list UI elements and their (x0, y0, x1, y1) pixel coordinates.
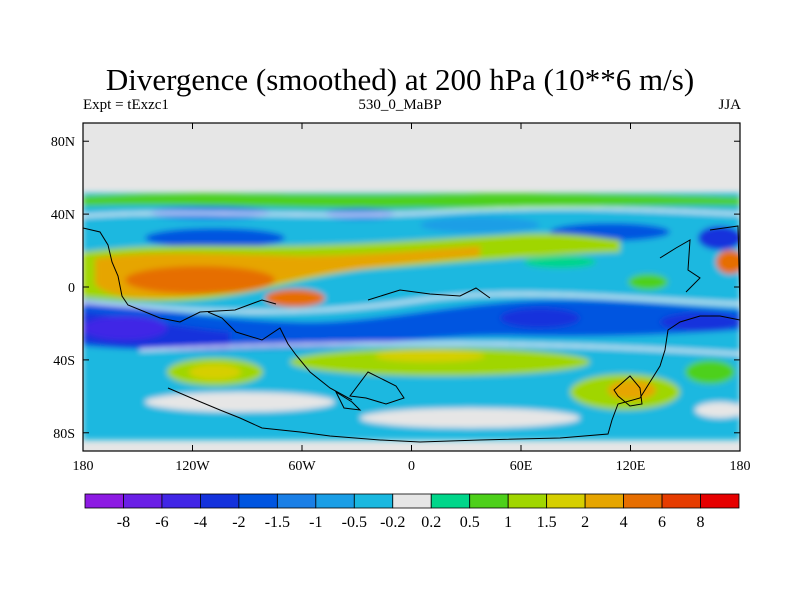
field-blob (524, 256, 596, 268)
colorbar-label: -0.2 (380, 514, 405, 531)
colorbar-label: 0.5 (460, 514, 480, 531)
colorbar-swatch (584, 493, 624, 509)
coastline-segment (379, 381, 651, 443)
field-blob (698, 226, 740, 250)
colorbar-label: 0.2 (421, 514, 441, 531)
y-tick-label: 0 (68, 281, 75, 296)
colorbar-swatch (161, 493, 201, 509)
colorbar-swatch (661, 493, 701, 509)
coastline-segment (367, 287, 491, 301)
field-blob (220, 422, 380, 438)
field-blob (375, 350, 485, 362)
y-tick-label: 80N (51, 135, 75, 150)
colorbar-swatch (392, 493, 432, 509)
coastline-segment (709, 225, 740, 311)
colorbar-swatch (84, 493, 124, 509)
coastline-segment (659, 239, 701, 293)
field-blob (500, 308, 580, 328)
y-tick-label: 40N (51, 208, 75, 223)
field-blob (685, 360, 735, 384)
field-blob (145, 228, 285, 248)
colorbar-swatch (546, 493, 586, 509)
field-gap (360, 408, 580, 428)
x-tick-label: 60E (510, 459, 533, 474)
divergence-field (83, 193, 740, 440)
x-tick-label: 0 (408, 459, 415, 474)
colorbar-label: -8 (117, 514, 130, 531)
colorbar-label: -2 (232, 514, 245, 531)
colorbar-label: 6 (658, 514, 666, 531)
colorbar-label: 2 (581, 514, 589, 531)
field-blob (716, 250, 740, 274)
field-contour (83, 292, 740, 313)
colorbar-swatch (315, 493, 355, 509)
colorbar-swatch (623, 493, 663, 509)
field-contour (83, 207, 740, 217)
coastline-segment (613, 375, 643, 407)
coastline-segment (207, 311, 353, 401)
field-blob (628, 274, 668, 290)
experiment-label: Expt = tExzc1 (83, 97, 169, 113)
colorbar-label: -4 (194, 514, 207, 531)
field-south-band (83, 300, 740, 350)
y-tick-label: 40S (53, 354, 75, 369)
x-tick-label: 120W (175, 459, 210, 474)
colorbar-swatch (353, 493, 394, 509)
colorbar-swatch (700, 493, 740, 509)
field-blob (83, 316, 167, 340)
colorbar-label: -0.5 (342, 514, 367, 531)
colorbar-swatch (238, 493, 278, 509)
chart-title: Divergence (smoothed) at 200 hPa (10**6 … (105, 62, 695, 97)
field-contour (139, 342, 740, 355)
colorbar-swatch (507, 493, 548, 509)
x-tick-label: 120E (616, 459, 646, 474)
colorbar-label: 1.5 (537, 514, 557, 531)
colorbar-label: -1.5 (265, 514, 290, 531)
coastline-segment (649, 315, 740, 383)
colorbar: -8 -6 -4 -2 -1.5 -1 -0.5 -0.2 0.2 0.5 1 1.5 2 4 6 8 (84, 493, 740, 531)
field-blob (189, 364, 241, 380)
colorbar-label: 1 (504, 514, 512, 531)
colorbar-label: -1 (309, 514, 322, 531)
coastline-segment (83, 227, 277, 323)
colorbar-swatch (276, 493, 317, 509)
x-tick-label: 180 (73, 459, 94, 474)
field-blob (265, 289, 325, 307)
field-blob (420, 217, 540, 233)
field-blob (660, 313, 740, 331)
field-gap (145, 392, 335, 412)
y-tick-label: 80S (53, 427, 75, 442)
colorbar-swatch (469, 493, 509, 509)
coastline-segment (349, 371, 405, 405)
coastline-segment (334, 390, 362, 411)
axis-ticks: 180 120W 60W 0 60E 120E 180 80N 40N 0 40S 80S (51, 123, 751, 474)
field-blob (125, 266, 275, 294)
colorbar-swatch (430, 493, 471, 509)
colorbar-swatch (123, 493, 163, 509)
season-label: JJA (718, 97, 741, 113)
field-gap (695, 402, 740, 418)
colorbar-swatch (200, 493, 240, 509)
colorbar-label: 4 (620, 514, 628, 531)
colorbar-label: 8 (697, 514, 705, 531)
coastlines (83, 225, 740, 443)
x-tick-label: 60W (288, 459, 316, 474)
colorbar-label: -6 (155, 514, 168, 531)
field-north-rim (83, 193, 740, 209)
x-tick-label: 180 (730, 459, 751, 474)
period-label: 530_0_MaBP (358, 97, 442, 113)
field-blob (290, 348, 590, 376)
coastline-segment (167, 387, 381, 441)
